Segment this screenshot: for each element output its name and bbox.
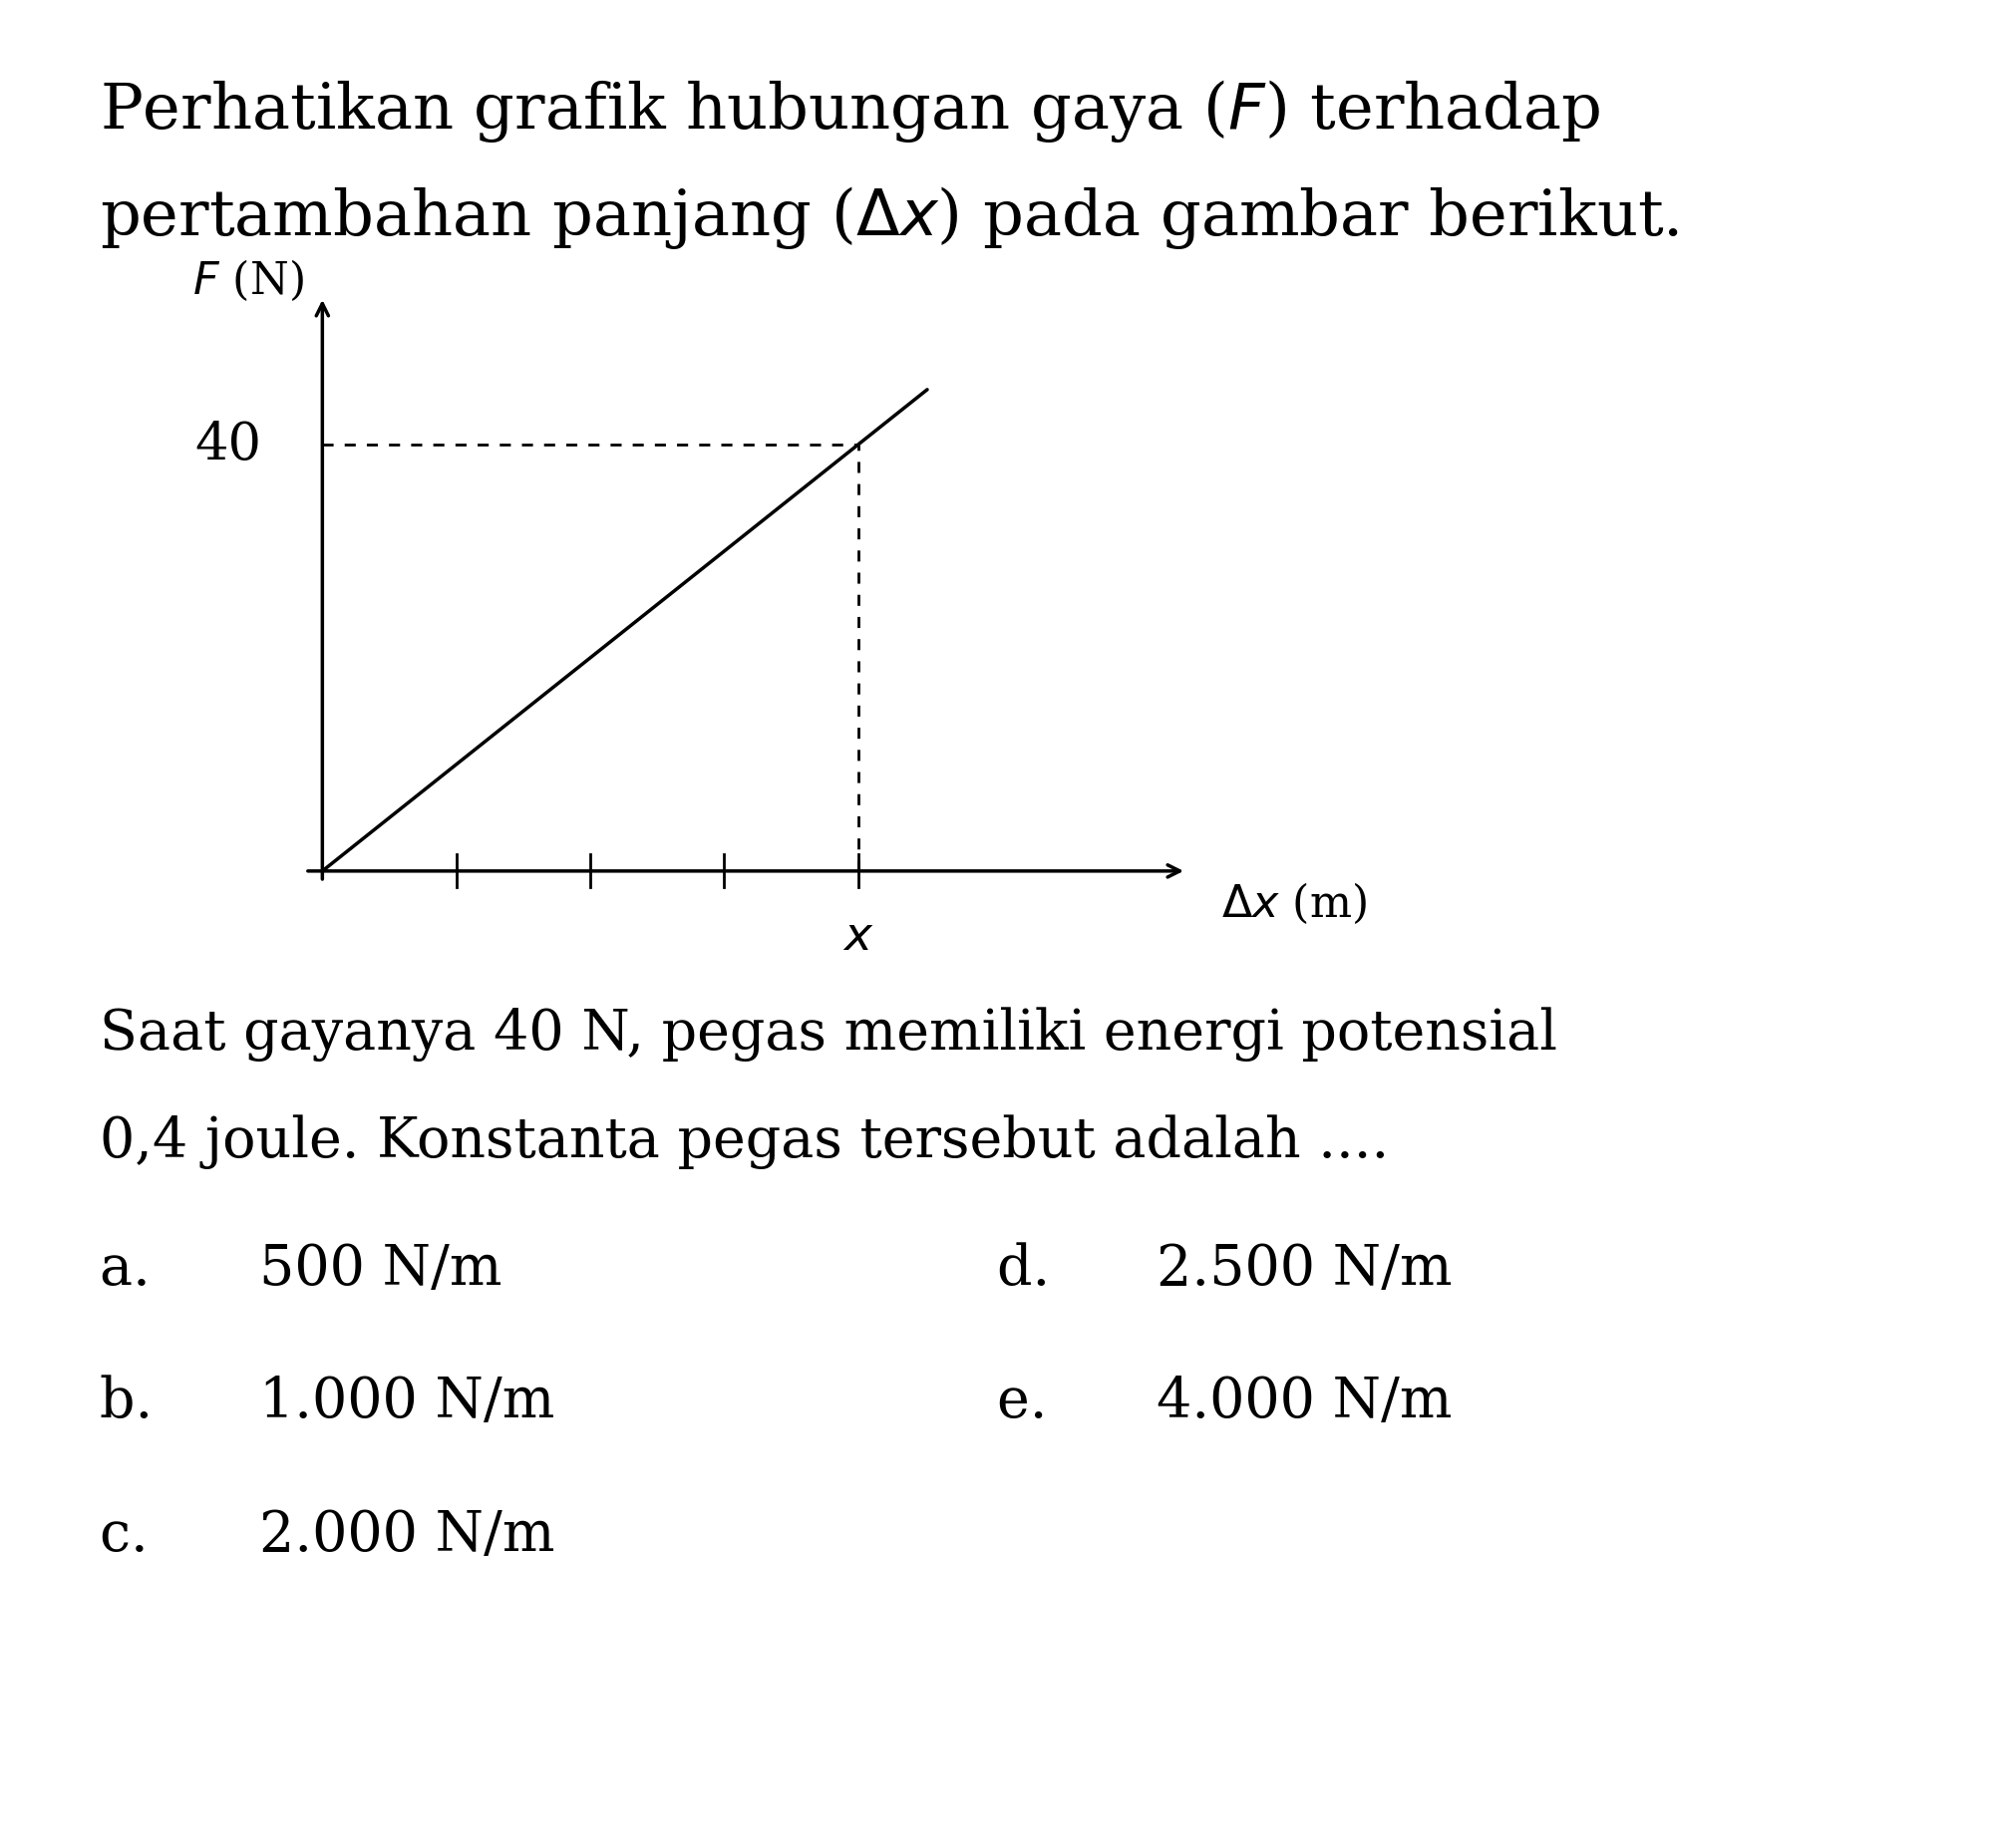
Text: a.: a. bbox=[100, 1242, 177, 1297]
Text: $\it{F}$ (N): $\it{F}$ (N) bbox=[193, 259, 305, 303]
Text: d.: d. bbox=[997, 1242, 1077, 1297]
Text: e.: e. bbox=[997, 1375, 1075, 1430]
Text: Perhatikan grafik hubungan gaya ($\it{F}$) terhadap: Perhatikan grafik hubungan gaya ($\it{F}… bbox=[100, 78, 1601, 144]
Text: 4.000 N/m: 4.000 N/m bbox=[1157, 1375, 1452, 1430]
Text: $\Delta\it{x}$ (m): $\Delta\it{x}$ (m) bbox=[1220, 881, 1366, 926]
Text: Saat gayanya 40 N, pegas memiliki energi potensial: Saat gayanya 40 N, pegas memiliki energi… bbox=[100, 1007, 1557, 1063]
Text: c.: c. bbox=[100, 1508, 175, 1563]
Text: $\it{x}$: $\it{x}$ bbox=[841, 915, 873, 959]
Text: 2.000 N/m: 2.000 N/m bbox=[259, 1508, 554, 1563]
Text: 2.500 N/m: 2.500 N/m bbox=[1157, 1242, 1452, 1297]
Text: 1.000 N/m: 1.000 N/m bbox=[259, 1375, 554, 1430]
Text: 40: 40 bbox=[195, 419, 261, 469]
Text: 500 N/m: 500 N/m bbox=[259, 1242, 502, 1297]
Text: b.: b. bbox=[100, 1375, 179, 1430]
Text: 0,4 joule. Konstanta pegas tersebut adalah ....: 0,4 joule. Konstanta pegas tersebut adal… bbox=[100, 1114, 1390, 1170]
Text: pertambahan panjang ($\Delta\it{x}$) pada gambar berikut.: pertambahan panjang ($\Delta\it{x}$) pad… bbox=[100, 185, 1679, 251]
